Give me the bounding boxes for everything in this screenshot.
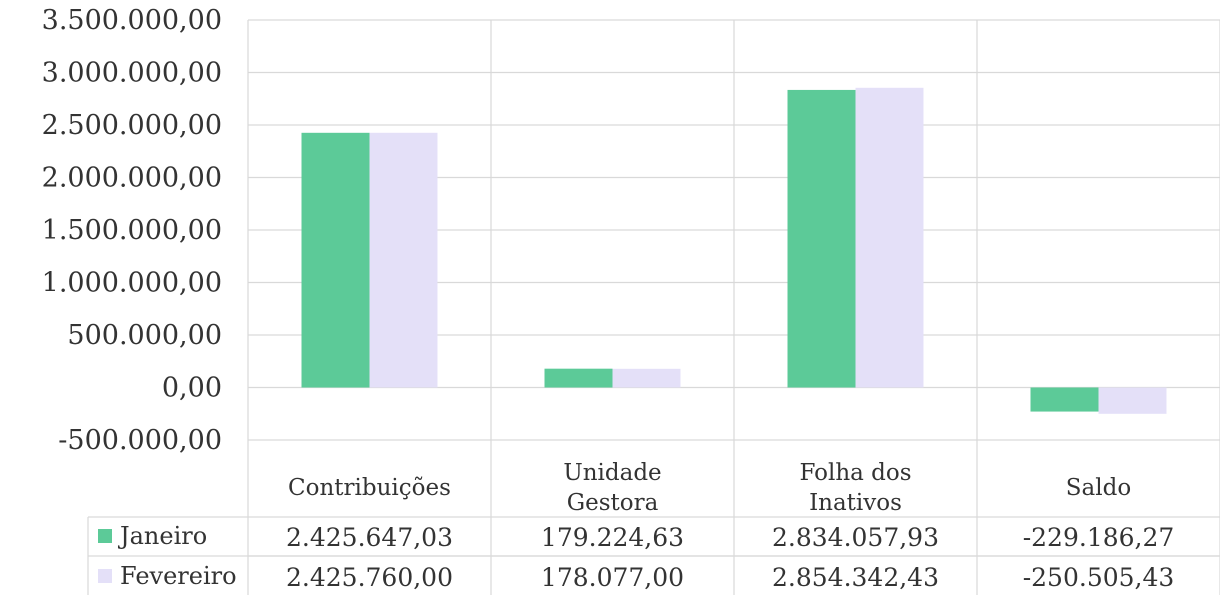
category-label: Contribuições (288, 475, 451, 501)
data-label: 179.224,63 (541, 523, 684, 552)
y-tick-label: 2.000.000,00 (42, 163, 222, 194)
bar-janeiro-3 (1030, 387, 1099, 412)
category-label: Gestora (567, 490, 659, 516)
legend-label: Fevereiro (120, 562, 237, 590)
bar-janeiro-0 (301, 132, 370, 388)
y-tick-label: 3.000.000,00 (42, 58, 222, 89)
y-tick-label: 500.000,00 (67, 320, 222, 351)
bar-fevereiro-1 (612, 368, 681, 388)
data-table: Contribuições Unidade Gestora Folha dos Inat… (98, 460, 1174, 592)
data-label: 2.834.057,93 (772, 523, 939, 552)
category-label: Folha dos (799, 460, 911, 486)
bar-janeiro-1 (544, 368, 613, 388)
y-tick-label: 1.000.000,00 (42, 268, 222, 299)
y-tick-label: -500.000,00 (58, 425, 222, 456)
data-label: 2.854.342,43 (772, 563, 939, 592)
data-label: -250.505,43 (1023, 563, 1175, 592)
bar-fevereiro-3 (1098, 387, 1167, 414)
category-label: Saldo (1066, 475, 1131, 501)
bar-fevereiro-2 (855, 87, 924, 388)
bars (301, 87, 1167, 414)
category-label: Inativos (809, 490, 902, 516)
bar-janeiro-2 (787, 89, 856, 388)
data-label: 178.077,00 (541, 563, 684, 592)
bar-fevereiro-0 (369, 132, 438, 388)
y-tick-label: 1.500.000,00 (42, 215, 222, 246)
category-label: Unidade (563, 460, 661, 486)
data-label: -229.186,27 (1023, 523, 1175, 552)
data-label: 2.425.647,03 (286, 523, 453, 552)
y-tick-label: 0,00 (162, 373, 222, 404)
legend-label: Janeiro (117, 522, 207, 550)
y-tick-label: 2.500.000,00 (42, 110, 222, 141)
data-label: 2.425.760,00 (286, 563, 453, 592)
y-tick-label: 3.500.000,00 (42, 5, 222, 36)
legend-swatch-janeiro (98, 529, 112, 543)
legend-swatch-fevereiro (98, 569, 112, 583)
y-axis: 3.500.000,00 3.000.000,00 2.500.000,00 2.00… (42, 5, 222, 456)
